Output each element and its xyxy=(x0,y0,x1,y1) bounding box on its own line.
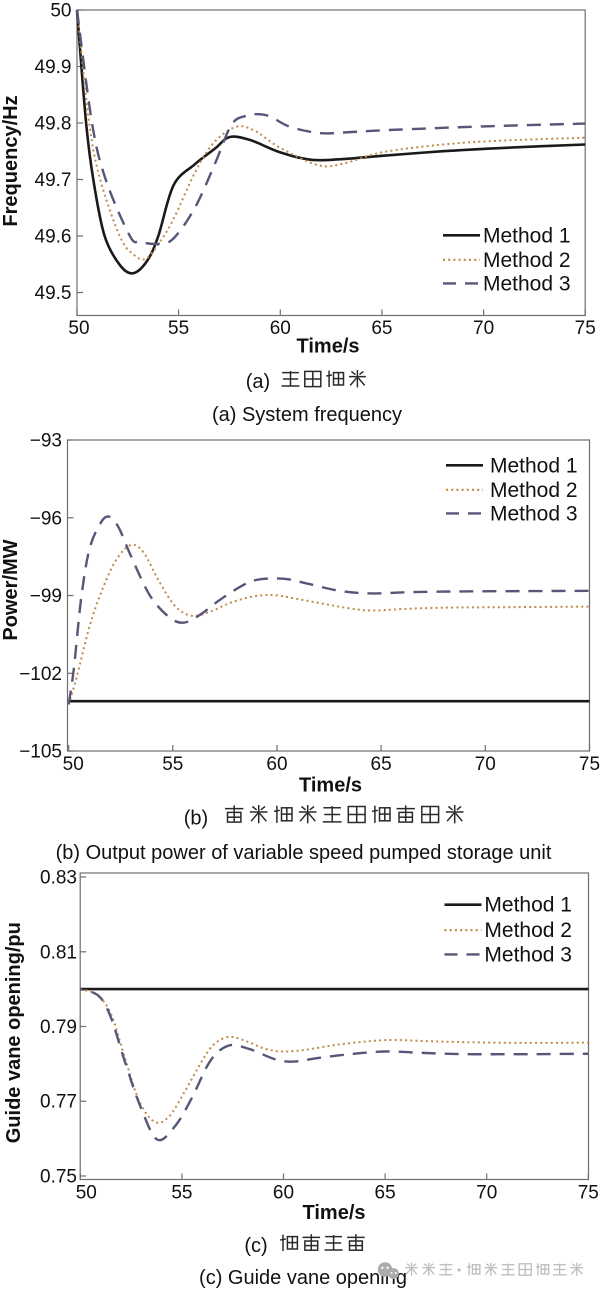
svg-text:Method 1: Method 1 xyxy=(484,894,572,917)
svg-text:Power/MW: Power/MW xyxy=(0,539,22,640)
svg-text:Method 3: Method 3 xyxy=(484,943,572,966)
svg-text:(b) Output power of variable s: (b) Output power of variable speed pumpe… xyxy=(56,842,552,864)
svg-text:50: 50 xyxy=(68,318,89,339)
svg-text:−99: −99 xyxy=(30,586,62,607)
svg-text:55: 55 xyxy=(168,318,189,339)
svg-text:Frequency/Hz: Frequency/Hz xyxy=(0,95,22,226)
svg-text:Method 2: Method 2 xyxy=(490,479,578,502)
svg-text:Time/s: Time/s xyxy=(303,1202,366,1224)
svg-text:75: 75 xyxy=(579,754,600,775)
svg-text:−105: −105 xyxy=(19,742,62,763)
svg-text:49.8: 49.8 xyxy=(35,114,72,135)
svg-text:−93: −93 xyxy=(30,431,62,452)
svg-text:50: 50 xyxy=(50,1,71,22)
svg-text:65: 65 xyxy=(371,318,392,339)
svg-text:Method 3: Method 3 xyxy=(483,272,571,295)
svg-text:Guide vane opening/pu: Guide vane opening/pu xyxy=(3,922,25,1143)
svg-text:50: 50 xyxy=(76,1183,97,1204)
svg-text:Method 1: Method 1 xyxy=(483,224,571,247)
svg-text:0.75: 0.75 xyxy=(40,1167,77,1188)
svg-text:(c) Guide vane opening: (c) Guide vane opening xyxy=(199,1267,407,1289)
svg-text:70: 70 xyxy=(475,754,496,775)
svg-text:75: 75 xyxy=(575,318,596,339)
svg-text:Method 2: Method 2 xyxy=(483,249,571,272)
svg-text:70: 70 xyxy=(473,318,494,339)
svg-text:(c): (c) xyxy=(244,1235,267,1257)
svg-text:Time/s: Time/s xyxy=(299,775,362,797)
svg-text:(a) System frequency: (a) System frequency xyxy=(212,404,402,426)
svg-text:60: 60 xyxy=(273,1183,294,1204)
svg-text:49.7: 49.7 xyxy=(35,170,72,191)
svg-text:55: 55 xyxy=(162,754,183,775)
svg-text:(b): (b) xyxy=(184,808,208,830)
svg-text:60: 60 xyxy=(266,754,287,775)
svg-text:Method 1: Method 1 xyxy=(490,454,578,477)
svg-text:Time/s: Time/s xyxy=(297,336,360,358)
svg-text:Method 2: Method 2 xyxy=(484,919,572,942)
svg-text:−96: −96 xyxy=(30,508,62,529)
svg-text:0.81: 0.81 xyxy=(40,942,77,963)
svg-text:60: 60 xyxy=(270,318,291,339)
svg-text:65: 65 xyxy=(371,754,392,775)
svg-text:49.9: 49.9 xyxy=(35,57,72,78)
svg-text:Method 3: Method 3 xyxy=(490,502,578,525)
svg-text:49.6: 49.6 xyxy=(35,227,72,248)
svg-text:0.79: 0.79 xyxy=(40,1017,77,1038)
svg-text:70: 70 xyxy=(476,1183,497,1204)
svg-text:50: 50 xyxy=(63,754,84,775)
svg-text:75: 75 xyxy=(578,1183,599,1204)
svg-text:55: 55 xyxy=(171,1183,192,1204)
svg-text:−102: −102 xyxy=(19,664,62,685)
svg-text:0.77: 0.77 xyxy=(40,1092,77,1113)
svg-text:49.5: 49.5 xyxy=(35,283,72,304)
svg-text:(a): (a) xyxy=(246,371,270,393)
svg-text:65: 65 xyxy=(375,1183,396,1204)
svg-text:0.83: 0.83 xyxy=(40,868,77,889)
